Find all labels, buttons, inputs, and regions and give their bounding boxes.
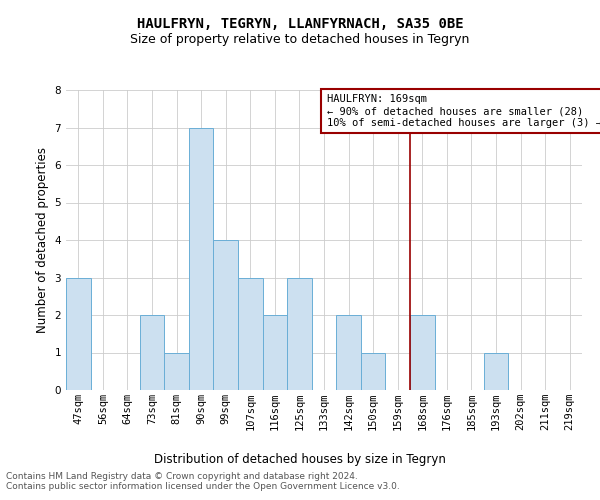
Text: Distribution of detached houses by size in Tegryn: Distribution of detached houses by size … bbox=[154, 452, 446, 466]
Bar bbox=[164, 352, 189, 390]
Text: Contains public sector information licensed under the Open Government Licence v3: Contains public sector information licen… bbox=[6, 482, 400, 491]
Bar bbox=[484, 352, 508, 390]
Bar bbox=[214, 240, 238, 390]
Bar bbox=[336, 315, 361, 390]
Text: Size of property relative to detached houses in Tegryn: Size of property relative to detached ho… bbox=[130, 32, 470, 46]
Bar bbox=[287, 278, 312, 390]
Bar bbox=[238, 278, 263, 390]
Text: HAULFRYN: 169sqm
← 90% of detached houses are smaller (28)
10% of semi-detached : HAULFRYN: 169sqm ← 90% of detached house… bbox=[326, 94, 600, 128]
Text: Contains HM Land Registry data © Crown copyright and database right 2024.: Contains HM Land Registry data © Crown c… bbox=[6, 472, 358, 481]
Bar bbox=[189, 128, 214, 390]
Y-axis label: Number of detached properties: Number of detached properties bbox=[36, 147, 49, 333]
Bar bbox=[410, 315, 434, 390]
Text: HAULFRYN, TEGRYN, LLANFYRNACH, SA35 0BE: HAULFRYN, TEGRYN, LLANFYRNACH, SA35 0BE bbox=[137, 18, 463, 32]
Bar bbox=[263, 315, 287, 390]
Bar bbox=[66, 278, 91, 390]
Bar bbox=[361, 352, 385, 390]
Bar bbox=[140, 315, 164, 390]
